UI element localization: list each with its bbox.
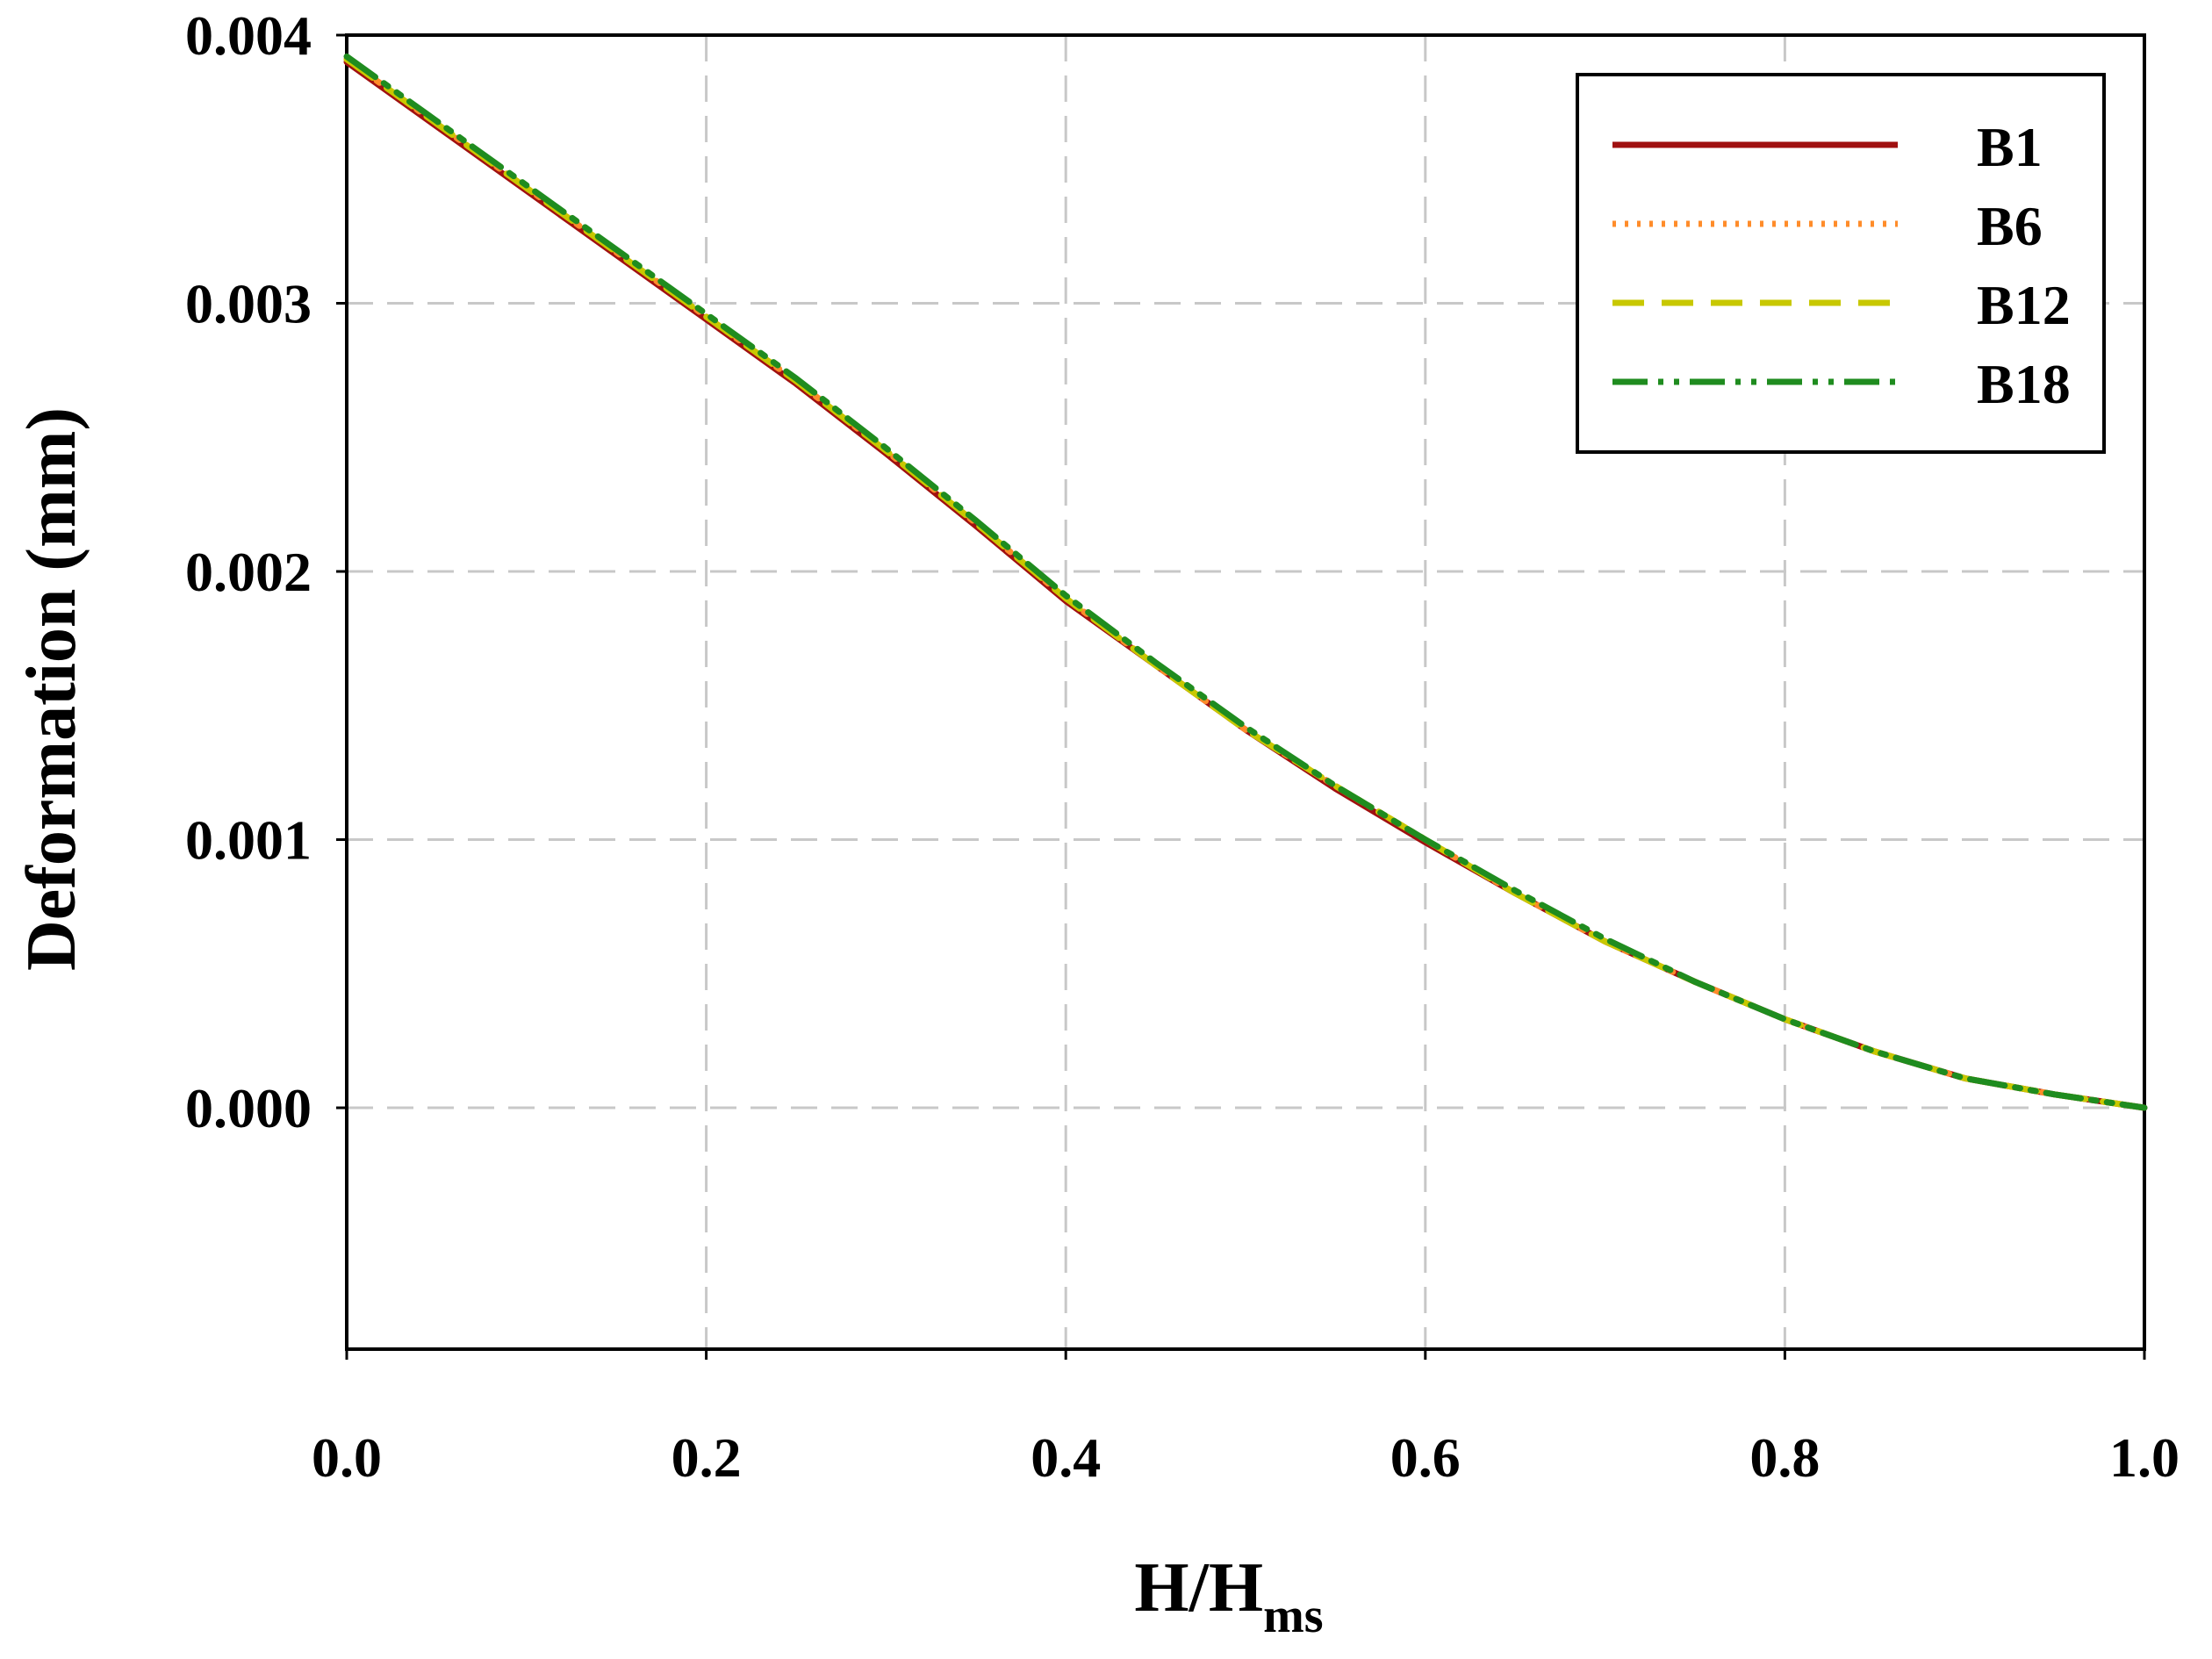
x-tick-label: 0.2 (672, 1426, 742, 1489)
x-tick-label: 0.6 (1390, 1426, 1461, 1489)
legend-label-b18: B18 (1977, 353, 2071, 415)
y-axis-title: Deformation (mm) (13, 407, 90, 971)
x-axis-title-main: H/H (1134, 1549, 1263, 1627)
legend-box (1576, 73, 2106, 454)
y-tick-label: 0.001 (185, 809, 312, 872)
x-tick-label: 0.8 (1749, 1426, 1820, 1489)
tick-labels: 0.0 0.2 0.4 0.6 0.8 1.0 0.000 0.001 0.002 0.003 0.… (185, 4, 2180, 1489)
legend-label-b6: B6 (1977, 195, 2043, 257)
plot-frame (345, 33, 2146, 1351)
x-axis-title: H/Hms (1134, 1549, 1323, 1643)
legend: B1 B6 B12 B18 (1576, 73, 2106, 454)
x-axis-title-subscript: ms (1263, 1589, 1323, 1643)
legend-label-b1: B1 (1977, 116, 2043, 178)
x-tick-label: 0.4 (1031, 1426, 1101, 1489)
y-tick-label: 0.000 (185, 1077, 312, 1139)
legend-label-b12: B12 (1977, 274, 2071, 336)
x-tick-label: 0.0 (312, 1426, 382, 1489)
series-line-b18 (343, 53, 2148, 1111)
y-tick-label: 0.002 (185, 541, 312, 603)
axes (336, 33, 2146, 1360)
x-tick-label: 1.0 (2109, 1426, 2180, 1489)
series-lines (343, 53, 2148, 1111)
y-tick-label: 0.003 (185, 273, 312, 335)
y-tick-label: 0.004 (185, 4, 312, 67)
